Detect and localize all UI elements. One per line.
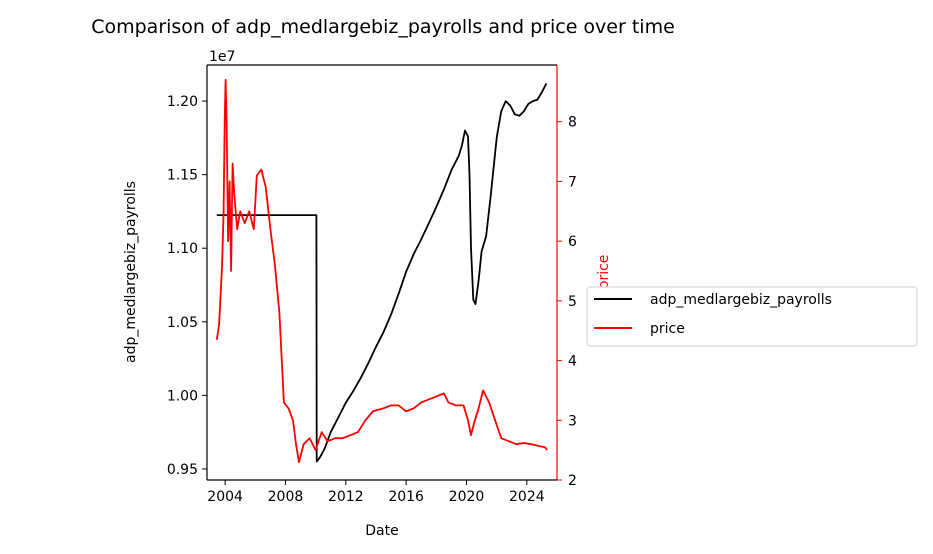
legend-label-price: price <box>650 321 685 337</box>
x-tick-label: 2004 <box>207 489 243 505</box>
right-y-tick-label: 3 <box>568 413 577 429</box>
x-tick-label: 2024 <box>509 489 545 505</box>
x-tick-label: 2008 <box>268 489 304 505</box>
legend-box <box>586 286 918 347</box>
x-axis-label: Date <box>365 523 398 539</box>
left-y-axis-label: adp_medlargebiz_payrolls <box>123 181 139 363</box>
legend: adp_medlargebiz_payrolls price <box>586 286 918 347</box>
chart-title: Comparison of adp_medlargebiz_payrolls a… <box>91 16 675 38</box>
left-y-tick-label: 1.05 <box>167 315 198 331</box>
right-y-tick-label: 8 <box>568 115 577 131</box>
left-y-tick-label: 0.95 <box>167 462 198 478</box>
right-y-axis-ticks: 2 3 4 5 6 7 8 <box>557 115 577 489</box>
left-y-axis-ticks: 0.95 1.00 1.05 1.10 1.15 1.20 <box>167 94 207 478</box>
legend-label-payrolls: adp_medlargebiz_payrolls <box>650 292 832 308</box>
series-line-price <box>215 79 548 464</box>
right-y-axis-label: price <box>596 255 612 290</box>
right-y-tick-label: 5 <box>568 294 577 310</box>
left-y-tick-label: 1.10 <box>167 241 198 257</box>
left-y-tick-label: 1.15 <box>167 168 198 184</box>
x-tick-label: 2016 <box>388 489 424 505</box>
x-tick-label: 2012 <box>328 489 364 505</box>
x-tick-label: 2020 <box>449 489 485 505</box>
series-line-payrolls <box>216 82 548 463</box>
right-y-tick-label: 2 <box>568 473 577 489</box>
right-y-tick-label: 6 <box>568 234 577 250</box>
left-y-tick-label: 1.00 <box>167 388 198 404</box>
right-y-tick-label: 4 <box>568 354 577 370</box>
left-axis-offset-label: 1e7 <box>209 49 235 65</box>
x-axis-ticks: 2004 2008 2012 2016 2020 2024 <box>207 480 545 505</box>
right-y-tick-label: 7 <box>568 174 577 190</box>
left-y-tick-label: 1.20 <box>167 94 198 110</box>
series-layer <box>215 79 548 464</box>
